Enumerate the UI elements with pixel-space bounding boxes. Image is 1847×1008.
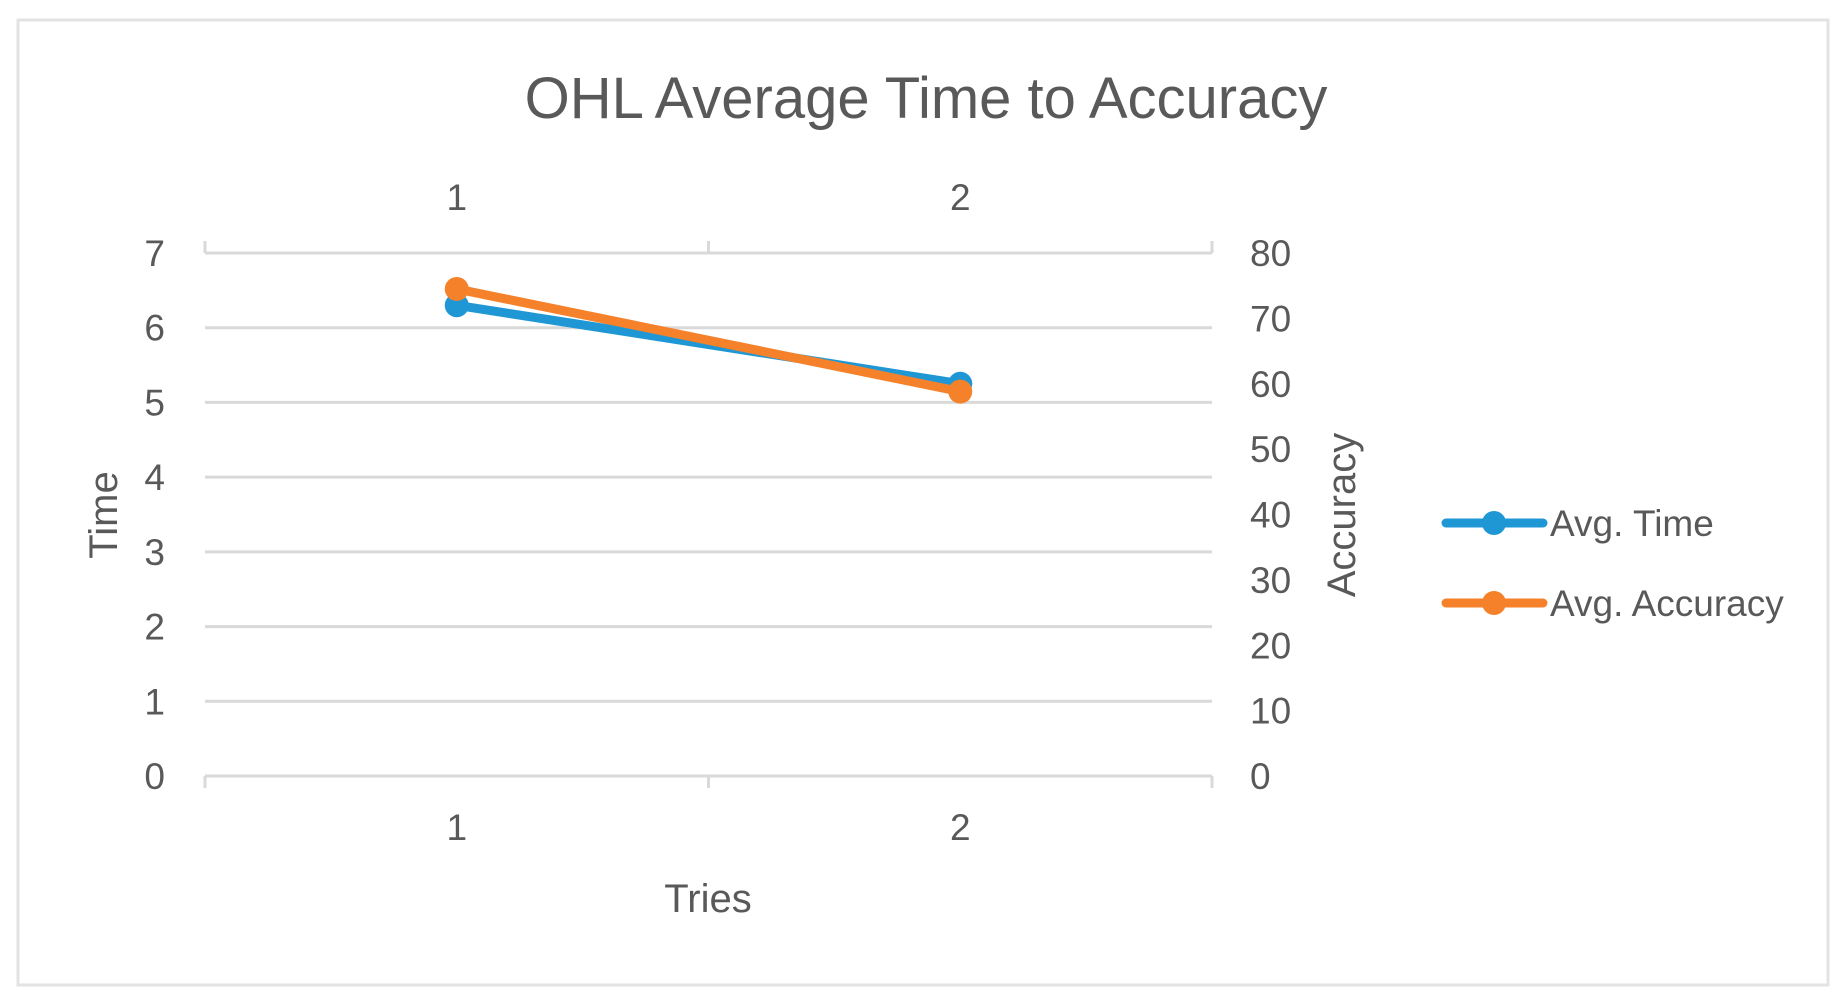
legend-label: Avg. Time bbox=[1550, 503, 1714, 544]
x-tick-label: 1 bbox=[446, 807, 467, 848]
y-right-tick-label: 80 bbox=[1250, 233, 1291, 274]
y-left-tick-label: 5 bbox=[144, 382, 165, 423]
chart-frame bbox=[16, 18, 1830, 987]
y-left-tick-label: 0 bbox=[144, 756, 165, 797]
y-left-tick-label: 4 bbox=[144, 457, 165, 498]
legend-swatch-marker bbox=[1482, 591, 1506, 615]
x-top-tick-label: 1 bbox=[446, 177, 467, 218]
y-left-tick-label: 2 bbox=[144, 607, 165, 648]
y-right-tick-label: 40 bbox=[1250, 495, 1291, 536]
x-top-tick-label: 2 bbox=[950, 177, 971, 218]
y-right-tick-label: 10 bbox=[1250, 691, 1291, 732]
series-point-2 bbox=[948, 379, 973, 404]
y-left-tick-label: 7 bbox=[144, 233, 165, 274]
y-left-tick-label: 3 bbox=[144, 532, 165, 573]
legend-label: Avg. Accuracy bbox=[1550, 583, 1784, 624]
y-axis-left-title: Time bbox=[82, 471, 126, 558]
y-left-tick-label: 6 bbox=[144, 308, 165, 349]
y-right-tick-label: 20 bbox=[1250, 625, 1291, 666]
y-right-tick-label: 60 bbox=[1250, 364, 1291, 405]
series-point-2 bbox=[444, 276, 469, 301]
y-right-tick-label: 50 bbox=[1250, 429, 1291, 470]
gridlines bbox=[203, 241, 1214, 788]
legend-swatch-marker bbox=[1482, 511, 1506, 535]
y-right-tick-label: 0 bbox=[1250, 756, 1271, 797]
x-axis-title: Tries bbox=[664, 877, 751, 921]
x-tick-label: 2 bbox=[950, 807, 971, 848]
y-right-tick-label: 70 bbox=[1250, 298, 1291, 339]
chart-title: OHL Average Time to Accuracy bbox=[525, 66, 1328, 131]
y-axis-right-title: Accuracy bbox=[1320, 433, 1364, 598]
y-right-tick-label: 30 bbox=[1250, 560, 1291, 601]
series-layer bbox=[444, 276, 973, 404]
y-left-tick-label: 1 bbox=[144, 681, 165, 722]
series-line-2 bbox=[452, 284, 965, 397]
legend: Avg. Time Avg. Accuracy bbox=[1441, 503, 1784, 624]
